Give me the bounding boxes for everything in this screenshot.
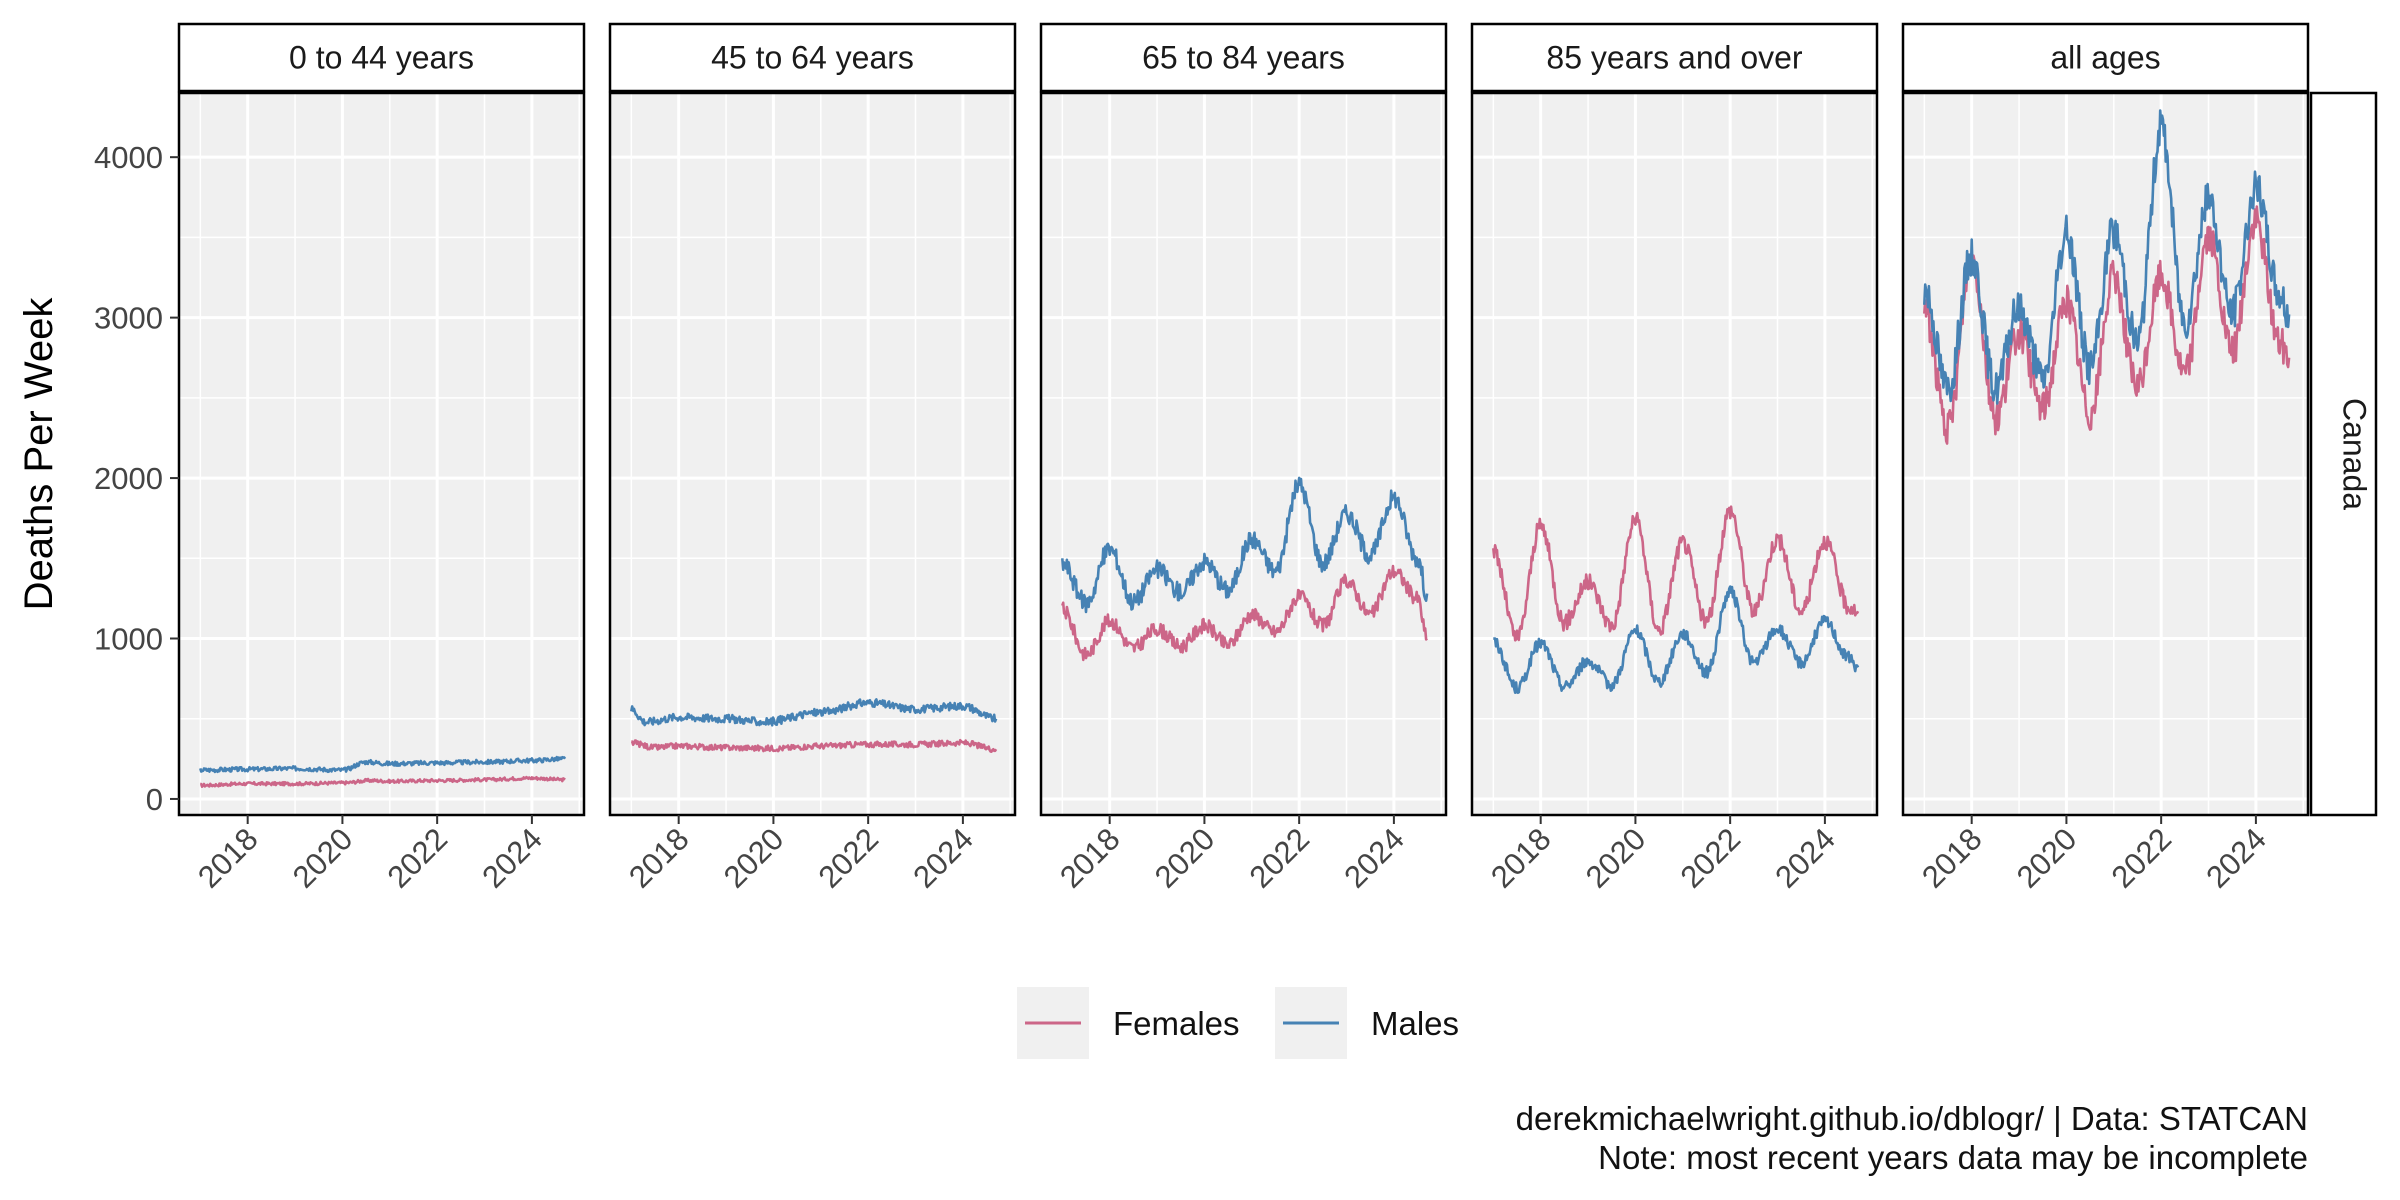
caption-source: derekmichaelwright.github.io/dblogr/ | D… [1515, 1100, 2308, 1137]
series-line-females [1492, 505, 1860, 642]
y-tick-label: 1000 [94, 622, 163, 657]
x-tick-label: 2020 [2010, 821, 2084, 895]
x-tick-label: 2024 [475, 821, 549, 895]
facet-strip-label: all ages [2050, 40, 2160, 76]
x-tick-label: 2018 [1484, 821, 1558, 895]
y-tick-label: 4000 [94, 140, 163, 175]
y-tick-label: 3000 [94, 301, 163, 336]
x-tick-label: 2020 [286, 821, 360, 895]
facet-panel: 65 to 84 years 2018 2020 2022 2024 [1039, 22, 1448, 895]
legend-label: Females [1113, 1005, 1240, 1042]
series-line-males [199, 755, 567, 774]
x-tick-label: 2020 [1148, 821, 1222, 895]
facet-panel: 0 to 44 years 2018 2020 2022 2024 [177, 22, 586, 895]
x-tick-label: 2020 [717, 821, 791, 895]
x-tick-label: 2018 [1053, 821, 1127, 895]
facet-strip [177, 22, 586, 93]
x-tick-label: 2022 [812, 821, 886, 895]
facet-panel: all ages 2018 2020 2022 2024 [1901, 22, 2310, 895]
x-tick-label: 2022 [1243, 821, 1317, 895]
panel-border [608, 91, 1017, 817]
facet-strip-right [2309, 91, 2378, 817]
series-line-males [630, 698, 998, 727]
x-tick-label: 2024 [2199, 821, 2273, 895]
y-axis-title: Deaths Per Week [17, 297, 61, 611]
x-tick-label: 2018 [191, 821, 265, 895]
facet-panel: 45 to 64 years 2018 2020 2022 2024 [608, 22, 1017, 895]
panel-border [1470, 91, 1879, 817]
x-tick-label: 2022 [2105, 821, 2179, 895]
x-tick-label: 2020 [1579, 821, 1653, 895]
series-line-females [199, 775, 566, 788]
plot-background [179, 93, 584, 815]
x-tick-label: 2018 [622, 821, 696, 895]
x-tick-label: 2018 [1915, 821, 1989, 895]
facet-strip-label: 0 to 44 years [289, 40, 474, 76]
panel-border [177, 91, 586, 817]
x-tick-label: 2024 [1768, 821, 1842, 895]
facet-strip-right-label: Canada [2337, 398, 2373, 510]
x-tick-label: 2022 [381, 821, 455, 895]
caption-note: Note: most recent years data may be inco… [1598, 1139, 2308, 1176]
facet-strip-label: 45 to 64 years [711, 40, 914, 76]
plot-background [1903, 93, 2308, 815]
series-line-females [1061, 564, 1428, 662]
series-line-males [1492, 585, 1860, 695]
x-tick-label: 2024 [906, 821, 980, 895]
facet-strip-label: 65 to 84 years [1142, 40, 1345, 76]
x-tick-label: 2024 [1337, 821, 1411, 895]
facet-strip [1470, 22, 1879, 93]
series-line-males [1923, 109, 2291, 405]
panel-border [1901, 91, 2310, 817]
facet-strip [1039, 22, 1448, 93]
facet-strip [608, 22, 1017, 93]
legend-label: Males [1371, 1005, 1459, 1042]
series-line-males [1061, 476, 1429, 614]
series-line-females [630, 738, 998, 753]
facet-panel: 85 years and over 2018 2020 2022 2024 [1470, 22, 1879, 895]
y-tick-label: 0 [146, 782, 163, 817]
panel-border [1039, 91, 1448, 817]
facet-strip-label: 85 years and over [1546, 40, 1803, 76]
x-tick-label: 2022 [1674, 821, 1748, 895]
facet-strip [1901, 22, 2310, 93]
plot-background [1041, 93, 1446, 815]
y-tick-label: 2000 [94, 461, 163, 496]
plot-background [1472, 93, 1877, 815]
